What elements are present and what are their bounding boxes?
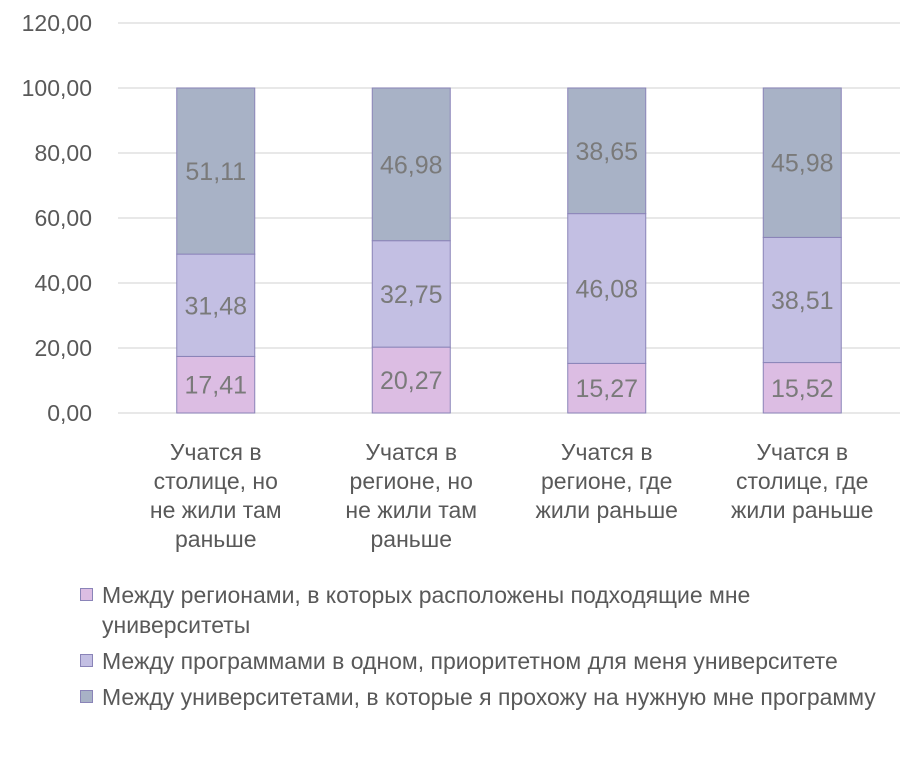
bar-segment [371, 240, 451, 348]
x-category-label: Учатся в столице, но не жили там раньше [150, 439, 282, 552]
legend-label-universities: Между университетами, в которые я прохож… [102, 684, 876, 710]
bar-segment [176, 87, 256, 255]
data-label: 15,27 [575, 375, 638, 403]
bar-segment [176, 355, 256, 414]
bar-segment [371, 346, 451, 414]
bar-segment [567, 213, 647, 364]
data-label: 38,65 [575, 138, 638, 166]
legend: Между регионами, в которых расположены п… [80, 580, 900, 718]
y-tick-label: 100,00 [22, 75, 92, 101]
data-label: 17,41 [184, 372, 247, 400]
legend-item-programs: Между программами в одном, приоритетном … [80, 646, 900, 676]
x-category-label: Учатся в регионе, но не жили там раньше [345, 439, 477, 552]
stacked-bar-chart: 0,00 20,00 40,00 60,00 80,00 100,00 120,00 17,4… [22, 10, 900, 552]
data-label: 46,98 [380, 151, 443, 179]
bar-segment [567, 87, 647, 215]
y-tick-label: 0,00 [47, 400, 92, 426]
legend-label-programs: Между программами в одном, приоритетном … [102, 648, 838, 674]
legend-item-regions: Между регионами, в которых расположены п… [80, 580, 900, 640]
data-label: 38,51 [771, 287, 834, 315]
x-category-label: Учатся в столице, где жили раньше [731, 439, 873, 523]
y-tick-label: 40,00 [34, 270, 92, 296]
legend-swatch-programs [80, 654, 93, 667]
bar-segment [176, 253, 256, 357]
data-label: 51,11 [185, 158, 246, 186]
data-label: 45,98 [771, 150, 834, 178]
bar-segment [762, 236, 842, 364]
data-label: 31,48 [184, 292, 247, 320]
data-label: 46,08 [575, 275, 638, 303]
bar-segment [762, 87, 842, 238]
bar-segment [371, 87, 451, 242]
data-label: 20,27 [380, 367, 443, 395]
bar-segment [762, 362, 842, 414]
legend-item-universities: Между университетами, в которые я прохож… [80, 682, 900, 712]
legend-swatch-universities [80, 690, 93, 703]
data-label: 32,75 [380, 281, 443, 309]
y-tick-label: 80,00 [34, 140, 92, 166]
y-tick-label: 20,00 [34, 335, 92, 361]
legend-label-regions: Между регионами, в которых расположены п… [102, 582, 751, 638]
legend-swatch-regions [80, 588, 93, 601]
bar-segment [567, 362, 647, 414]
y-tick-label: 60,00 [34, 205, 92, 231]
x-category-label: Учатся в регионе, где жили раньше [536, 439, 678, 523]
data-label: 15,52 [771, 375, 834, 403]
y-tick-label: 120,00 [22, 10, 92, 36]
